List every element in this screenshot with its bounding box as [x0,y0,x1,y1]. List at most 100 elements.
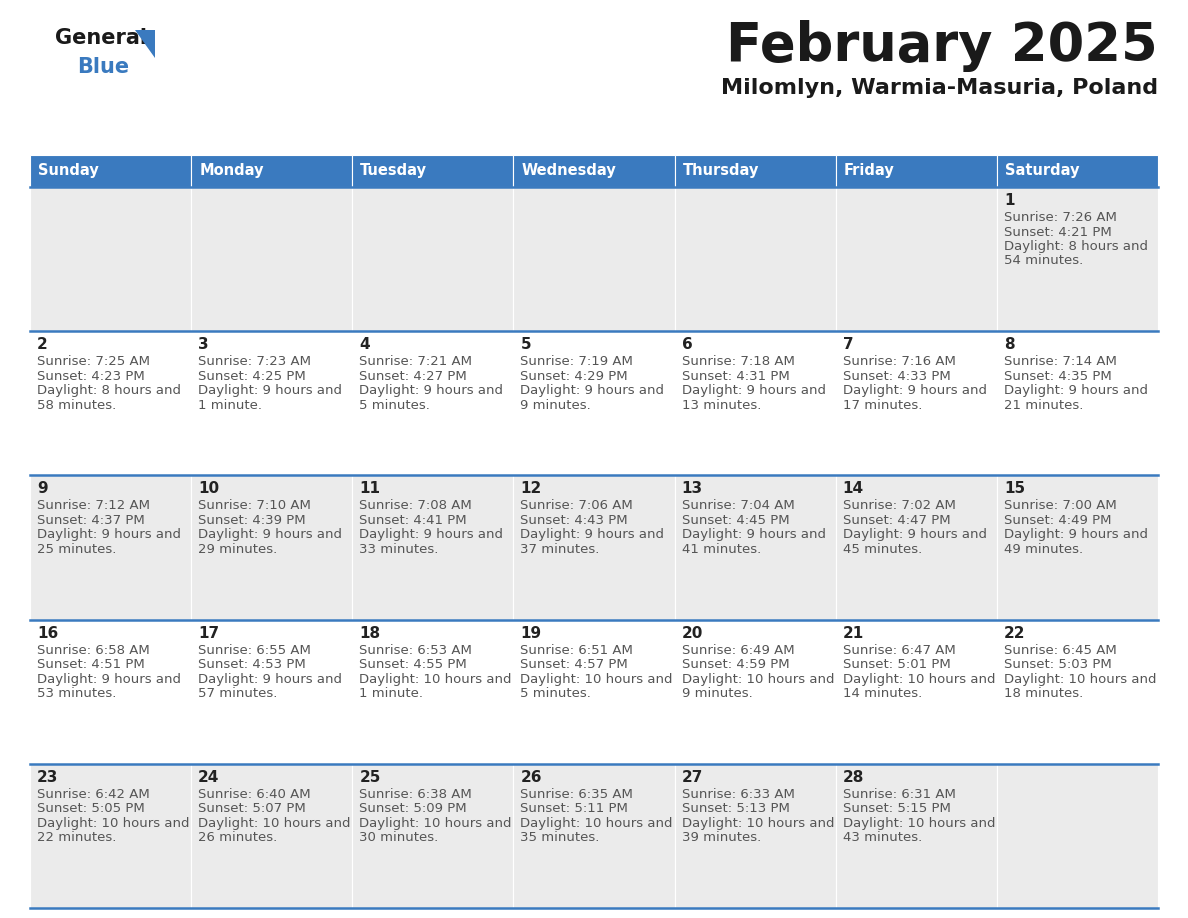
Text: 2: 2 [37,337,48,353]
Text: 30 minutes.: 30 minutes. [359,832,438,845]
Text: Sunset: 4:39 PM: Sunset: 4:39 PM [198,514,305,527]
Text: Sunrise: 7:00 AM: Sunrise: 7:00 AM [1004,499,1117,512]
Text: Sunrise: 7:14 AM: Sunrise: 7:14 AM [1004,355,1117,368]
Text: Sunset: 4:25 PM: Sunset: 4:25 PM [198,370,305,383]
Text: 5 minutes.: 5 minutes. [359,398,430,411]
Text: 22 minutes.: 22 minutes. [37,832,116,845]
Text: Sunset: 4:21 PM: Sunset: 4:21 PM [1004,226,1112,239]
Text: Sunset: 4:55 PM: Sunset: 4:55 PM [359,658,467,671]
Text: Sunday: Sunday [38,163,99,178]
Text: Sunrise: 7:10 AM: Sunrise: 7:10 AM [198,499,311,512]
Text: Sunrise: 7:12 AM: Sunrise: 7:12 AM [37,499,150,512]
Text: 27: 27 [682,770,703,785]
Text: Sunset: 5:09 PM: Sunset: 5:09 PM [359,802,467,815]
Text: 21 minutes.: 21 minutes. [1004,398,1083,411]
Text: 7: 7 [842,337,853,353]
Text: 11: 11 [359,481,380,497]
Text: Sunset: 4:27 PM: Sunset: 4:27 PM [359,370,467,383]
Text: 14 minutes.: 14 minutes. [842,687,922,700]
Text: Daylight: 10 hours and: Daylight: 10 hours and [1004,673,1156,686]
Text: Daylight: 10 hours and: Daylight: 10 hours and [842,817,996,830]
Text: 54 minutes.: 54 minutes. [1004,254,1083,267]
Text: Daylight: 8 hours and: Daylight: 8 hours and [37,385,181,397]
Text: Sunrise: 7:02 AM: Sunrise: 7:02 AM [842,499,955,512]
Text: Sunrise: 6:45 AM: Sunrise: 6:45 AM [1004,644,1117,656]
Bar [191,620,353,764]
Text: 5: 5 [520,337,531,353]
Text: Sunrise: 6:51 AM: Sunrise: 6:51 AM [520,644,633,656]
Bar [675,476,835,620]
Text: Sunset: 5:11 PM: Sunset: 5:11 PM [520,802,628,815]
Text: Monday: Monday [200,163,264,178]
Text: Daylight: 10 hours and: Daylight: 10 hours and [682,673,834,686]
Text: 29 minutes.: 29 minutes. [198,543,277,556]
Text: 18 minutes.: 18 minutes. [1004,687,1083,700]
Bar [835,331,997,476]
Text: 16: 16 [37,625,58,641]
Text: 26: 26 [520,770,542,785]
Text: 1 minute.: 1 minute. [198,398,263,411]
Text: Sunrise: 6:40 AM: Sunrise: 6:40 AM [198,788,311,800]
Bar [30,155,191,187]
Text: Daylight: 9 hours and: Daylight: 9 hours and [842,529,987,542]
Text: Sunrise: 7:06 AM: Sunrise: 7:06 AM [520,499,633,512]
Text: Blue: Blue [77,57,129,77]
Text: 14: 14 [842,481,864,497]
Text: 35 minutes.: 35 minutes. [520,832,600,845]
Bar [835,476,997,620]
Bar [191,155,353,187]
Text: Sunset: 4:47 PM: Sunset: 4:47 PM [842,514,950,527]
Text: Sunset: 4:35 PM: Sunset: 4:35 PM [1004,370,1112,383]
Text: 45 minutes.: 45 minutes. [842,543,922,556]
Bar [30,620,191,764]
Text: Daylight: 9 hours and: Daylight: 9 hours and [359,385,504,397]
Text: Sunrise: 6:58 AM: Sunrise: 6:58 AM [37,644,150,656]
Bar [30,476,191,620]
Text: 39 minutes.: 39 minutes. [682,832,760,845]
Text: Daylight: 9 hours and: Daylight: 9 hours and [682,529,826,542]
Bar [997,187,1158,331]
Text: 41 minutes.: 41 minutes. [682,543,760,556]
Text: Sunset: 4:29 PM: Sunset: 4:29 PM [520,370,628,383]
Text: Sunrise: 6:33 AM: Sunrise: 6:33 AM [682,788,795,800]
Text: Sunrise: 7:23 AM: Sunrise: 7:23 AM [198,355,311,368]
Bar [675,187,835,331]
Text: Daylight: 9 hours and: Daylight: 9 hours and [359,529,504,542]
Text: 57 minutes.: 57 minutes. [198,687,278,700]
Text: 9 minutes.: 9 minutes. [520,398,592,411]
Text: Sunset: 4:49 PM: Sunset: 4:49 PM [1004,514,1111,527]
Text: 22: 22 [1004,625,1025,641]
Bar [835,764,997,908]
Text: Sunrise: 7:18 AM: Sunrise: 7:18 AM [682,355,795,368]
Text: Daylight: 8 hours and: Daylight: 8 hours and [1004,240,1148,253]
Bar [513,620,675,764]
Text: 15: 15 [1004,481,1025,497]
Text: 37 minutes.: 37 minutes. [520,543,600,556]
Text: Sunset: 4:37 PM: Sunset: 4:37 PM [37,514,145,527]
Bar [513,155,675,187]
Text: 21: 21 [842,625,864,641]
Text: Daylight: 9 hours and: Daylight: 9 hours and [520,385,664,397]
Text: 9 minutes.: 9 minutes. [682,687,752,700]
Text: Sunrise: 7:26 AM: Sunrise: 7:26 AM [1004,211,1117,224]
Text: Sunrise: 7:19 AM: Sunrise: 7:19 AM [520,355,633,368]
Text: Sunset: 5:05 PM: Sunset: 5:05 PM [37,802,145,815]
Text: Daylight: 9 hours and: Daylight: 9 hours and [842,385,987,397]
Text: 25 minutes.: 25 minutes. [37,543,116,556]
Text: Sunset: 4:59 PM: Sunset: 4:59 PM [682,658,789,671]
Bar [30,331,191,476]
Text: Daylight: 9 hours and: Daylight: 9 hours and [1004,385,1148,397]
Text: Daylight: 10 hours and: Daylight: 10 hours and [37,817,190,830]
Text: Sunset: 4:57 PM: Sunset: 4:57 PM [520,658,628,671]
Bar [997,155,1158,187]
Text: 12: 12 [520,481,542,497]
Bar [675,764,835,908]
Text: Sunrise: 6:53 AM: Sunrise: 6:53 AM [359,644,472,656]
Text: 33 minutes.: 33 minutes. [359,543,438,556]
Text: Sunrise: 7:08 AM: Sunrise: 7:08 AM [359,499,472,512]
Text: 28: 28 [842,770,864,785]
Text: 23: 23 [37,770,58,785]
Text: Wednesday: Wednesday [522,163,617,178]
Bar [675,331,835,476]
Text: Sunrise: 6:55 AM: Sunrise: 6:55 AM [198,644,311,656]
